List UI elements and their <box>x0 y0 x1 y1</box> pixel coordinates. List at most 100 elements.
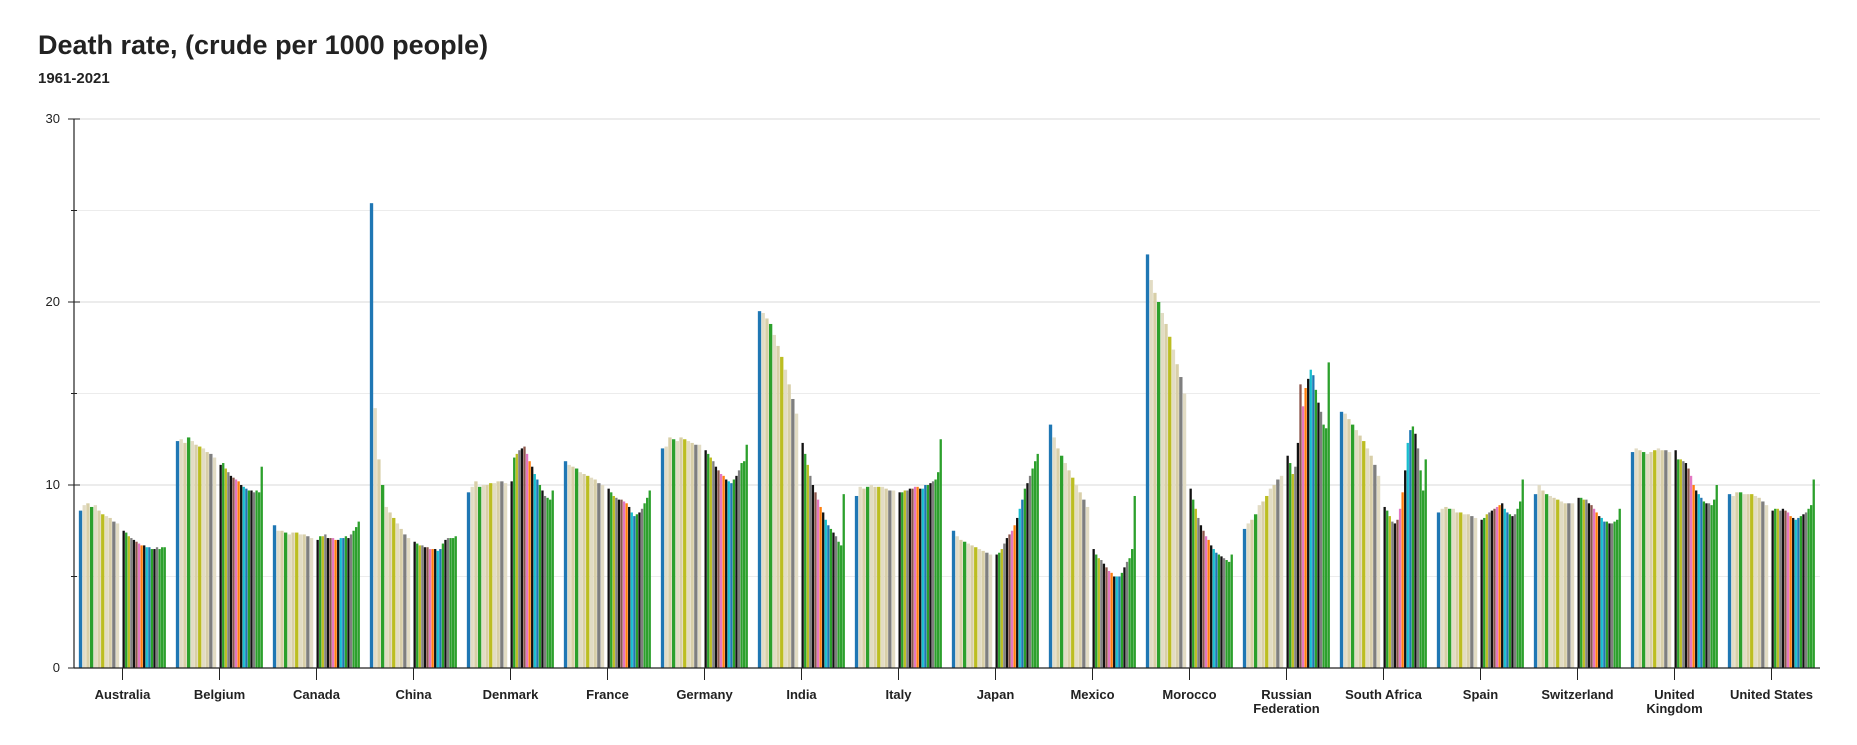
bar <box>582 474 586 668</box>
bar <box>101 514 105 668</box>
bar <box>1279 475 1284 668</box>
bar <box>1067 470 1071 668</box>
bar <box>145 547 148 668</box>
x-tick-label: Spain <box>1463 687 1498 702</box>
x-tick-label: South Africa <box>1345 687 1423 702</box>
bar <box>869 485 873 668</box>
bar <box>727 481 730 668</box>
bar <box>380 485 385 668</box>
bar <box>1727 494 1732 668</box>
bar <box>1078 492 1082 668</box>
bar <box>1516 508 1519 668</box>
bar <box>89 506 94 668</box>
gridlines <box>74 118 1820 577</box>
bar <box>454 536 457 668</box>
bar <box>811 485 815 668</box>
bar <box>1296 442 1300 668</box>
bar <box>589 477 594 668</box>
bar <box>319 536 322 668</box>
bar <box>1786 512 1790 668</box>
bar <box>1582 499 1585 668</box>
bar <box>283 532 288 668</box>
bar <box>683 439 687 668</box>
bar <box>707 453 710 668</box>
bar <box>924 485 927 668</box>
x-tick-label: Switzerland <box>1541 687 1613 702</box>
bar <box>1544 494 1549 668</box>
bar <box>1199 525 1203 668</box>
bar <box>640 508 644 668</box>
bar <box>309 538 314 668</box>
bar <box>988 554 993 668</box>
bar <box>1317 402 1320 668</box>
bar <box>1095 554 1098 668</box>
bar <box>1164 323 1168 668</box>
bar <box>255 490 258 668</box>
bar <box>819 506 822 668</box>
bar <box>635 514 639 668</box>
bar <box>344 536 348 668</box>
bar <box>357 521 360 668</box>
bar <box>977 549 982 668</box>
bar <box>1552 497 1556 668</box>
bar <box>481 485 485 668</box>
bar <box>1577 497 1580 668</box>
bar <box>1347 419 1351 668</box>
bar <box>1455 512 1459 668</box>
bar <box>1580 497 1583 668</box>
bar <box>1715 485 1718 668</box>
bar <box>824 519 827 668</box>
bar <box>219 464 222 668</box>
bar <box>1018 508 1021 668</box>
bar <box>190 441 194 668</box>
bar <box>794 413 799 668</box>
bar <box>1537 485 1541 668</box>
bar <box>1416 448 1420 668</box>
bar <box>725 479 728 668</box>
bar <box>1373 464 1377 668</box>
bar <box>1799 516 1803 668</box>
x-tick-label: Italy <box>885 687 912 702</box>
bar <box>717 470 720 668</box>
bar <box>1197 517 1200 668</box>
bar <box>791 398 795 668</box>
bar <box>1118 576 1121 668</box>
bar <box>600 485 605 668</box>
bar <box>1391 521 1394 668</box>
bar <box>1533 494 1538 668</box>
bar <box>1697 494 1700 668</box>
bar <box>633 516 636 668</box>
bar <box>183 442 187 668</box>
bar <box>1585 499 1588 668</box>
bar <box>474 481 478 668</box>
bar <box>1641 452 1646 668</box>
bar <box>1257 505 1261 668</box>
bar <box>862 488 866 668</box>
bar <box>712 461 715 668</box>
bar <box>234 479 238 668</box>
bar <box>1013 525 1016 668</box>
bar <box>163 547 166 668</box>
bar <box>880 486 885 668</box>
bar <box>1160 312 1164 668</box>
bar <box>78 510 83 668</box>
bar <box>1689 475 1693 668</box>
bar <box>1314 389 1318 668</box>
bar <box>1194 508 1197 668</box>
bar <box>939 439 942 668</box>
bar <box>316 539 319 668</box>
bar <box>1189 488 1192 668</box>
bar <box>1605 521 1609 668</box>
bar <box>1133 495 1136 668</box>
bar <box>1128 558 1131 668</box>
bar <box>1396 519 1399 668</box>
x-tick-label: India <box>786 687 817 702</box>
bar <box>822 512 825 668</box>
bar <box>302 534 306 668</box>
bar <box>884 488 888 668</box>
x-tick-label: Morocco <box>1162 687 1216 702</box>
bar <box>829 528 833 668</box>
bar <box>439 549 442 668</box>
bar <box>496 481 500 668</box>
bar <box>104 516 109 668</box>
